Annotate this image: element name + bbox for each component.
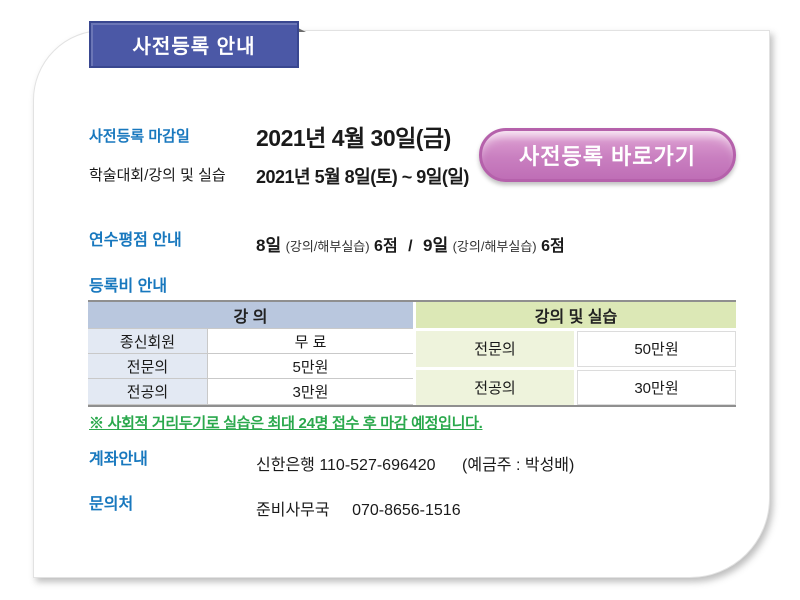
page-title-ribbon: 사전등록 안내 xyxy=(89,21,299,68)
credit-score-1: 6점 xyxy=(374,238,398,255)
table-cell-label: 종신회원 xyxy=(88,329,207,353)
table-cell-value: 3만원 xyxy=(208,379,413,404)
contact-value: 준비사무국 070-8656-1516 xyxy=(256,496,461,520)
table-cell-value: 50만원 xyxy=(577,331,736,367)
preregistration-link-button-label: 사전등록 바로가기 xyxy=(518,144,697,169)
credit-day-2: 9일 xyxy=(423,236,449,255)
deadline-label: 사전등록 마감일 xyxy=(89,128,190,145)
credit-day-1: 8일 xyxy=(256,236,282,255)
lecture-header: 강 의 xyxy=(88,302,413,328)
fees-table-top-border xyxy=(88,300,736,302)
account-value: 신한은행 110-527-696420 (예금주 : 박성배) xyxy=(256,451,574,475)
table-cell-value: 5만원 xyxy=(208,354,413,378)
deadline-value: 2021년 4월 30일(금) xyxy=(256,125,451,151)
distancing-note: ※ 사회적 거리두기로 실습은 최대 24명 접수 후 마감 예정입니다. xyxy=(89,415,483,432)
table-cell-label: 전문의 xyxy=(416,331,574,367)
credit-detail-2: (강의/해부실습) xyxy=(452,239,537,254)
table-cell-label: 전문의 xyxy=(88,354,207,378)
lecture-practice-header: 강의 및 실습 xyxy=(416,302,736,328)
account-number: 신한은행 110-527-696420 xyxy=(256,457,436,474)
credit-detail-1: (강의/해부실습) xyxy=(285,239,370,254)
contact-label: 문의처 xyxy=(89,496,134,513)
credit-separator: / xyxy=(408,238,413,255)
credit-points-label: 연수평점 안내 xyxy=(89,232,182,249)
fees-heading: 등록비 안내 xyxy=(89,278,168,295)
account-holder: (예금주 : 박성배) xyxy=(462,457,575,474)
account-label: 계좌안내 xyxy=(89,451,148,468)
table-cell-label: 전공의 xyxy=(416,369,574,405)
fees-table: 강 의 종신회원 무 료 전문의 5만원 전공의 3만원 강의 및 실습 전문의… xyxy=(88,300,736,407)
conference-label: 학술대회/강의 및 실습 xyxy=(89,167,226,184)
credit-score-2: 6점 xyxy=(541,238,565,255)
fees-table-bottom-border xyxy=(88,405,736,407)
fees-table-lecture-practice-section: 강의 및 실습 전문의 50만원 전공의 30만원 xyxy=(416,302,736,405)
fees-table-lecture-section: 강 의 종신회원 무 료 전문의 5만원 전공의 3만원 xyxy=(88,302,413,405)
table-cell-value: 30만원 xyxy=(577,369,736,405)
preregistration-link-button[interactable]: 사전등록 바로가기 xyxy=(479,128,736,182)
page-title: 사전등록 안내 xyxy=(132,36,256,58)
table-cell-value: 무 료 xyxy=(208,329,413,353)
registration-notice-card: 사전등록 안내 사전등록 마감일 2021년 4월 30일(금) 학술대회/강의… xyxy=(33,21,770,578)
contact-phone: 070-8656-1516 xyxy=(352,502,461,519)
credit-points-value: 8일 (강의/해부실습) 6점 / 9일 (강의/해부실습) 6점 xyxy=(256,231,565,256)
conference-value: 2021년 5월 8일(토) ~ 9일(일) xyxy=(256,167,469,187)
contact-office: 준비사무국 xyxy=(256,502,330,519)
table-cell-label: 전공의 xyxy=(88,379,207,404)
